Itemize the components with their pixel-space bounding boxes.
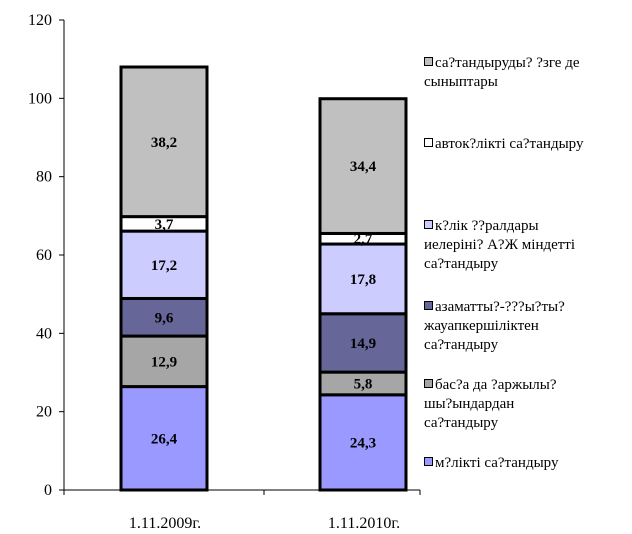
- bar-data-label: 9,6: [155, 310, 174, 326]
- bar-data-label: 24,3: [350, 435, 376, 451]
- y-tick-label: 120: [28, 12, 52, 29]
- y-tick-label: 80: [36, 169, 52, 186]
- legend-item: авток?лікті са?тандыру: [424, 135, 630, 154]
- legend-swatch: [424, 220, 433, 229]
- legend-item: азаматты?-???ы?ты? жауапкершіліктен са?тан…: [424, 298, 630, 355]
- legend-label: са?тандыру: [424, 415, 499, 431]
- legend-swatch: [424, 301, 433, 310]
- bar-data-label: 17,8: [350, 272, 376, 288]
- legend-label: азаматты?-???ы?ты?: [435, 299, 565, 315]
- y-tick-label: 60: [36, 247, 52, 264]
- bar-segment: [318, 312, 408, 374]
- legend-label: иелеріні? А?Ж міндетті: [424, 237, 576, 253]
- bar-segment: [119, 65, 209, 219]
- legend-label: са?тандыру: [424, 256, 499, 272]
- y-tick-label: 100: [28, 90, 52, 107]
- legend-label: бас?а да ?аржылы?: [435, 377, 557, 393]
- legend-label: са?тандыруды? ?зге де: [435, 55, 580, 71]
- bar-segment: [119, 334, 209, 389]
- legend-label: жауапкершіліктен: [424, 318, 539, 334]
- x-category-label: 1.11.2010г.: [328, 515, 400, 532]
- bar-data-label: 34,4: [350, 159, 377, 175]
- legend-swatch: [424, 379, 433, 388]
- bar-segment: [318, 97, 408, 235]
- bar-data-label: 38,2: [151, 135, 177, 151]
- legend-item: м?лікті са?тандыру: [424, 454, 630, 473]
- legend-swatch: [424, 138, 433, 147]
- bar-segment: [119, 296, 209, 338]
- legend-swatch: [424, 57, 433, 66]
- bar-data-label: 3,7: [155, 217, 174, 233]
- bar-data-label: 2,7: [354, 232, 373, 248]
- y-tick-label: 0: [44, 482, 52, 499]
- legend-label: шы?ындардан: [424, 396, 515, 412]
- bar-segment: [318, 393, 408, 492]
- y-tick-label: 40: [36, 325, 52, 342]
- bar-data-label: 14,9: [350, 336, 376, 352]
- legend-label: м?лікті са?тандыру: [435, 455, 559, 471]
- legend-label: авток?лікті са?тандыру: [435, 136, 584, 152]
- legend-label: сыныптары: [424, 74, 498, 90]
- legend-label: к?лік ??ралдары: [435, 218, 539, 234]
- x-category-label: 1.11.2009г.: [129, 515, 201, 532]
- legend-item: са?тандыруды? ?зге де сыныптары: [424, 54, 630, 92]
- bar-segment: [119, 229, 209, 300]
- bar-data-label: 17,2: [151, 258, 177, 274]
- bar-data-label: 5,8: [354, 376, 373, 392]
- legend-label: са?тандыру: [424, 337, 499, 353]
- y-tick-label: 20: [36, 404, 52, 421]
- bar-data-label: 12,9: [151, 354, 177, 370]
- bar-data-label: 26,4: [151, 431, 178, 447]
- legend-swatch: [424, 457, 433, 466]
- legend-item: бас?а да ?аржылы? шы?ындардан са?тандыру: [424, 376, 630, 433]
- legend-item: к?лік ??ралдары иелеріні? А?Ж міндетті са?…: [424, 217, 630, 274]
